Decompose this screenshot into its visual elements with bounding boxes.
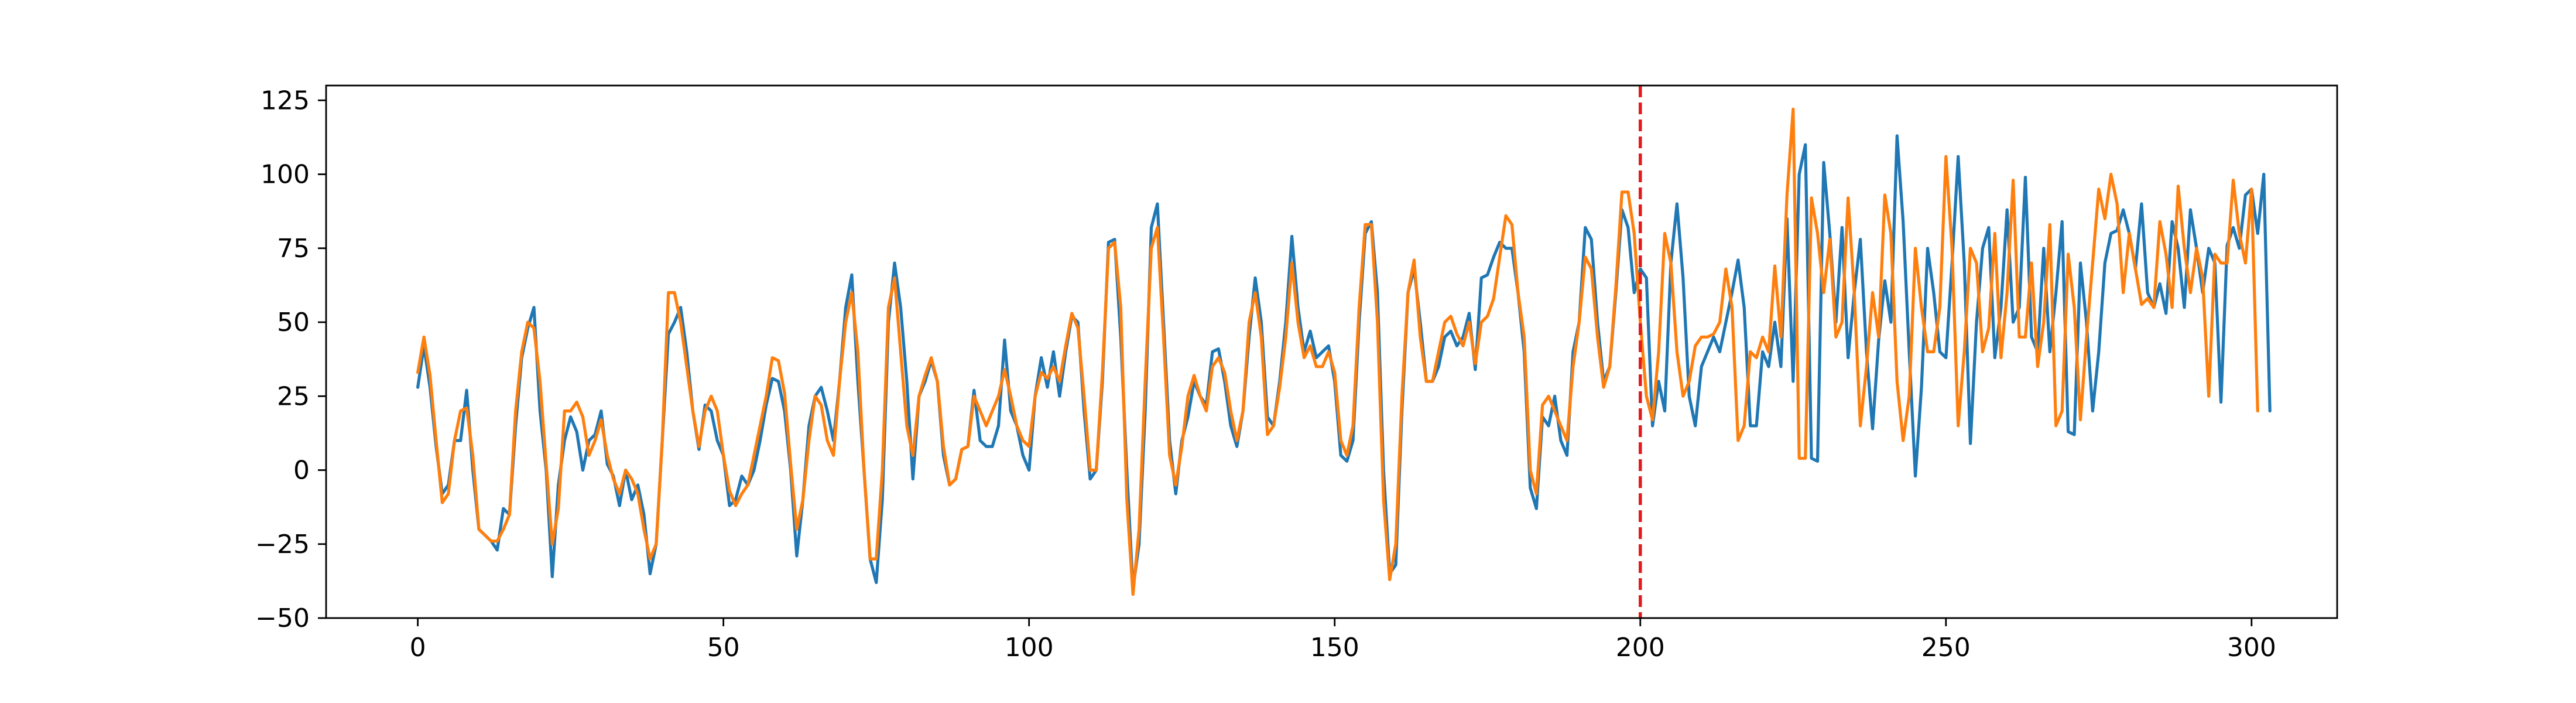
x-tick-label: 250 xyxy=(1921,633,1971,663)
x-tick-label: 200 xyxy=(1616,633,1665,663)
y-tick-label: 25 xyxy=(277,381,310,411)
x-tick-label: 300 xyxy=(2227,633,2276,663)
x-tick-label: 50 xyxy=(707,633,740,663)
y-tick-label: 125 xyxy=(261,86,310,115)
y-tick-label: 75 xyxy=(277,234,310,264)
plot-area-frame xyxy=(325,84,2338,619)
x-axis: 0 50 100 150 200 250 300 xyxy=(410,618,2276,663)
series-line-1 xyxy=(416,134,2272,591)
y-tick-label: 50 xyxy=(277,308,310,337)
y-tick-label: 100 xyxy=(261,160,310,190)
y-axis: −50 −25 0 25 50 75 100 125 xyxy=(255,86,326,633)
y-tick-label: −25 xyxy=(255,530,310,559)
series-layer xyxy=(416,107,2272,596)
x-tick-label: 0 xyxy=(410,633,426,663)
x-tick-label: 100 xyxy=(1005,633,1054,663)
y-tick-label: −50 xyxy=(255,603,310,633)
x-tick-label: 150 xyxy=(1310,633,1359,663)
y-tick-label: 0 xyxy=(293,456,310,486)
series-line-2 xyxy=(416,107,2259,596)
